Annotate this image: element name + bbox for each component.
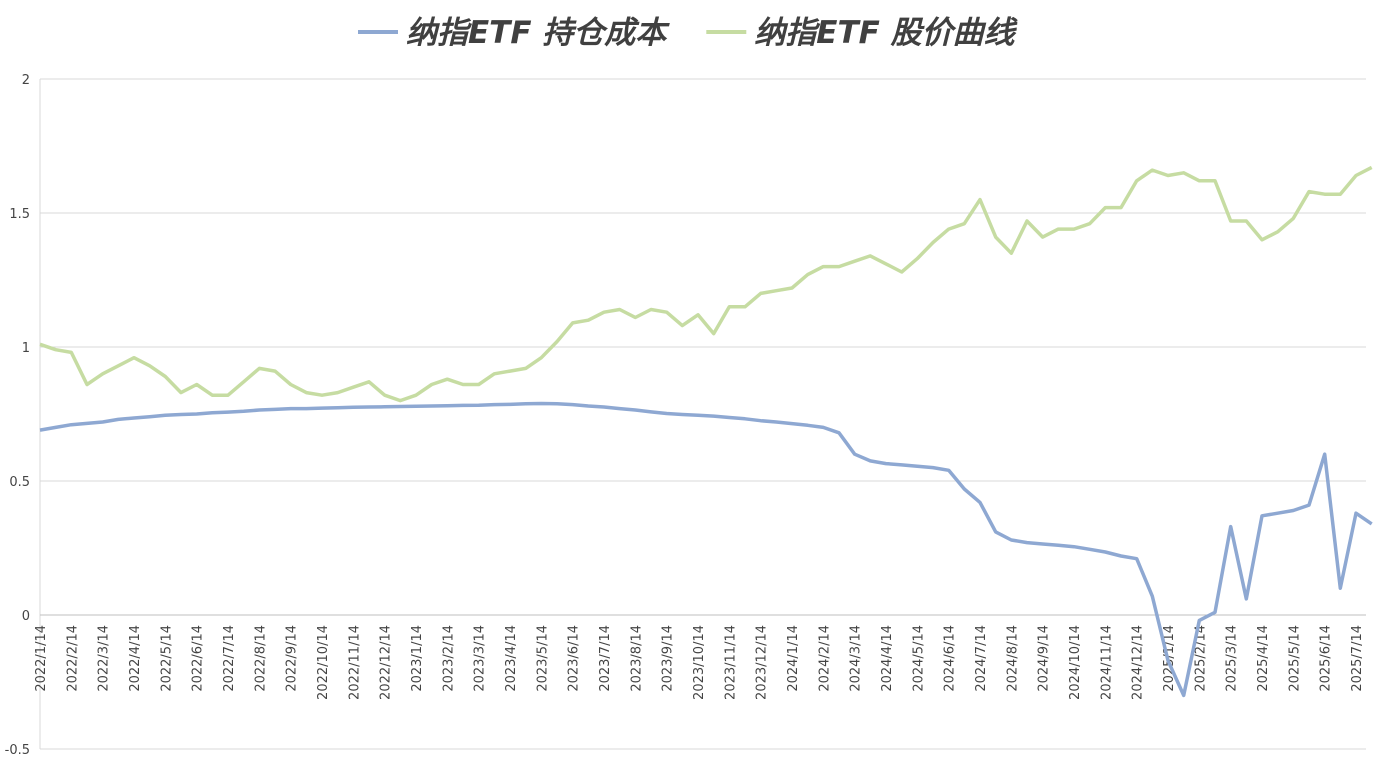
x-tick-label: 2023/10/14: [692, 625, 707, 700]
x-tick-label: 2022/11/14: [347, 625, 362, 700]
data-line: [39, 401, 1373, 698]
x-tick-label: 2025/3/14: [1225, 625, 1240, 692]
x-tick-label: 2022/1/14: [34, 625, 49, 692]
x-tick-label: 2024/11/14: [1099, 625, 1114, 700]
x-tick-label: 2024/9/14: [1037, 625, 1052, 692]
x-tick-label: 2024/3/14: [849, 625, 864, 692]
x-tick-label: 2024/12/14: [1131, 625, 1146, 700]
y-tick-label: 1.5: [9, 207, 30, 222]
data-line: [39, 165, 1373, 403]
y-tick-label: 2: [22, 73, 30, 88]
x-tick-label: 2022/6/14: [191, 625, 206, 692]
x-tick-label: 2024/5/14: [911, 625, 926, 692]
y-tick-label: 1: [22, 341, 30, 356]
x-tick-label: 2023/4/14: [504, 625, 519, 692]
x-tick-label: 2023/12/14: [755, 625, 770, 700]
x-tick-label: 2025/2/14: [1193, 625, 1208, 692]
x-tick-label: 2022/8/14: [253, 625, 268, 692]
x-tick-label: 2025/7/14: [1350, 625, 1365, 692]
x-tick-label: 2022/3/14: [97, 625, 112, 692]
x-tick-label: 2023/9/14: [661, 625, 676, 692]
x-tick-label: 2022/5/14: [159, 625, 174, 692]
x-tick-label: 2024/6/14: [943, 625, 958, 692]
x-tick-label: 2023/7/14: [598, 625, 613, 692]
x-tick-label: 2023/3/14: [473, 625, 488, 692]
legend-label: 纳指ETF 股价曲线: [754, 15, 1018, 51]
x-tick-label: 2023/5/14: [535, 625, 550, 692]
y-tick-label: 0: [22, 609, 30, 624]
x-tick-label: 2023/1/14: [410, 625, 425, 692]
x-tick-label: 2022/9/14: [285, 625, 300, 692]
x-tick-label: 2022/12/14: [379, 625, 394, 700]
legend-label: 纳指ETF 持仓成本: [406, 15, 670, 51]
x-tick-label: 2024/1/14: [786, 625, 801, 692]
x-tick-label: 2024/2/14: [817, 625, 832, 692]
y-tick-label: -0.5: [5, 743, 30, 758]
x-tick-label: 2025/5/14: [1287, 625, 1302, 692]
x-tick-label: 2023/8/14: [629, 625, 644, 692]
x-tick-label: 2024/7/14: [974, 625, 989, 692]
x-tick-label: 2024/4/14: [880, 625, 895, 692]
x-tick-label: 2023/2/14: [441, 625, 456, 692]
x-tick-label: 2022/10/14: [316, 625, 331, 700]
x-tick-label: 2025/6/14: [1319, 625, 1334, 692]
x-tick-label: 2025/4/14: [1256, 625, 1271, 692]
x-tick-label: 2024/10/14: [1068, 625, 1083, 700]
x-tick-label: 2022/4/14: [128, 625, 143, 692]
x-tick-label: 2024/8/14: [1005, 625, 1020, 692]
x-tick-label: 2023/6/14: [567, 625, 582, 692]
x-tick-label: 2022/7/14: [222, 625, 237, 692]
x-tick-label: 2025/1/14: [1162, 625, 1177, 692]
y-tick-label: 0.5: [9, 475, 30, 490]
x-tick-label: 2023/11/14: [723, 625, 738, 700]
x-tick-label: 2022/2/14: [65, 625, 80, 692]
